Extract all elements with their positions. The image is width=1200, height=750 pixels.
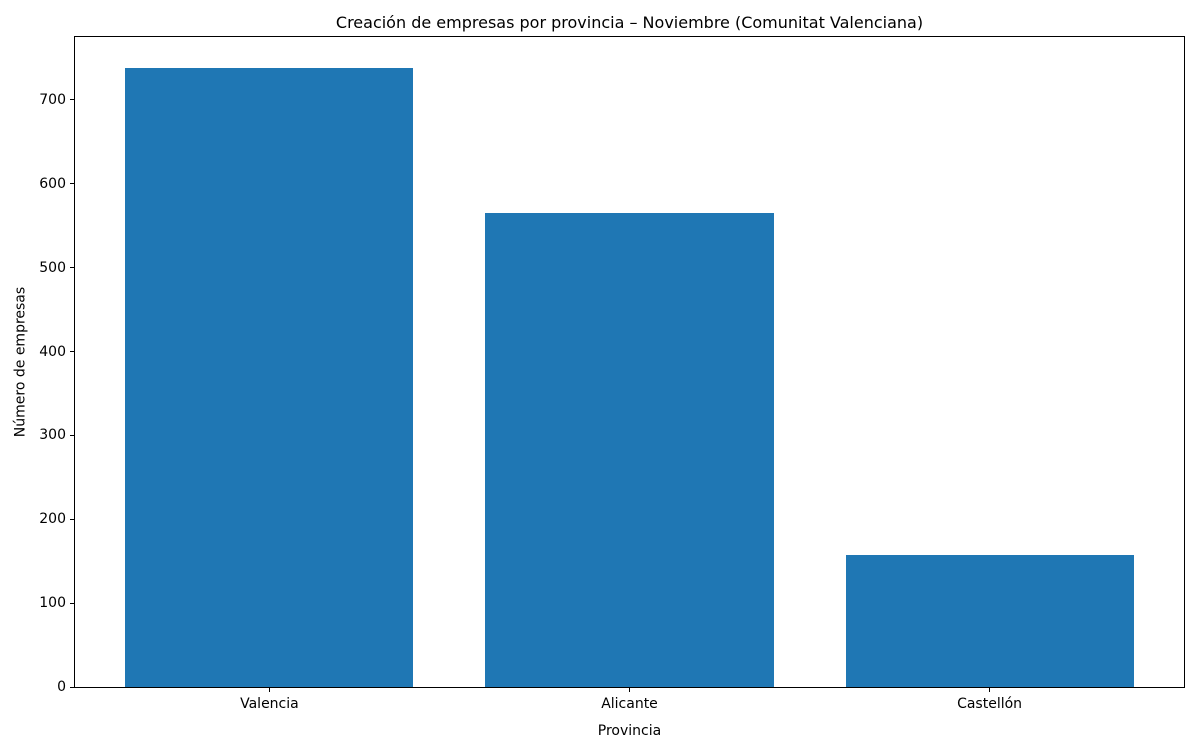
y-tick-mark: [70, 267, 74, 269]
bar-alicante: [485, 213, 774, 687]
y-tick-mark: [70, 434, 74, 436]
x-tick-mark: [629, 688, 630, 692]
y-tick-label: 700: [39, 91, 66, 108]
x-tick-mark: [989, 688, 991, 692]
y-tick-mark: [70, 602, 74, 604]
bar-valencia: [125, 68, 414, 687]
y-tick-label: 600: [39, 175, 66, 192]
chart-title: Creación de empresas por provincia – Nov…: [335, 13, 924, 32]
y-tick-label: 200: [39, 511, 66, 528]
x-tick-label: Castellón: [957, 696, 1023, 712]
y-tick-mark: [70, 518, 74, 520]
y-tick-label: 300: [39, 427, 66, 444]
y-tick-mark: [70, 99, 74, 101]
x-tick-label: Alicante: [601, 696, 658, 712]
y-tick-label: 400: [39, 343, 66, 360]
y-tick-mark: [70, 183, 74, 185]
y-tick-mark: [70, 351, 74, 353]
y-axis-label: Número de empresas: [12, 286, 29, 438]
x-axis-label: Provincia: [597, 723, 662, 739]
y-tick-label: 500: [39, 259, 66, 276]
plot-area: [74, 36, 1185, 688]
x-tick-label: Valencia: [240, 696, 299, 712]
bar-castellon: [845, 555, 1134, 687]
y-tick-mark: [70, 686, 74, 688]
x-tick-mark: [268, 688, 270, 692]
y-tick-label: 0: [57, 679, 66, 695]
y-tick-label: 100: [39, 595, 66, 612]
